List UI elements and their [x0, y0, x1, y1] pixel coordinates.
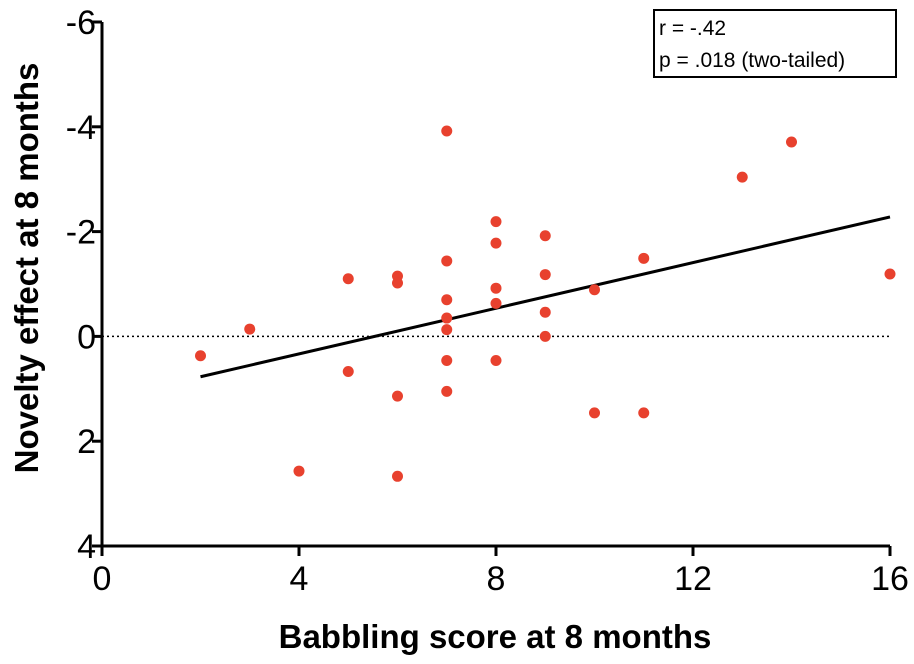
data-point	[786, 136, 797, 148]
data-point	[490, 355, 502, 367]
data-point	[342, 366, 354, 378]
data-points	[195, 125, 896, 482]
data-point	[539, 269, 551, 281]
data-point	[490, 282, 502, 294]
regression-fit-line	[200, 215, 891, 379]
data-point	[244, 323, 256, 335]
data-point	[195, 350, 206, 362]
data-point	[293, 465, 305, 477]
y-axis-tick-labels: -6 -4 -2 0 2 4	[66, 4, 96, 566]
y-tick-label: 2	[77, 423, 96, 461]
x-tick-label: 16	[871, 560, 909, 598]
x-axis-title: Babbling score at 8 months	[279, 618, 712, 655]
data-point	[539, 330, 551, 342]
data-point	[441, 385, 453, 397]
data-point	[638, 252, 650, 264]
data-point	[736, 171, 748, 183]
axes	[92, 20, 892, 556]
x-axis-tick-labels: 0 4 8 12 16	[93, 560, 909, 598]
data-point	[441, 324, 453, 336]
data-point	[539, 230, 551, 242]
data-point	[441, 294, 453, 306]
stats-annotation-box: r = -.42 p = .018 (two-tailed)	[653, 9, 897, 78]
y-tick-label: 0	[77, 318, 96, 356]
y-axis-title: Novelty effect at 8 months	[8, 63, 45, 474]
x-tick-label: 8	[487, 560, 506, 598]
data-point	[539, 306, 551, 318]
data-point	[441, 312, 453, 324]
data-point	[392, 470, 403, 482]
p-value-text: p = .018 (two-tailed)	[659, 49, 845, 72]
data-point	[441, 355, 453, 367]
data-point	[589, 407, 600, 419]
data-point	[490, 237, 502, 249]
data-point	[342, 273, 354, 285]
x-tick-label: 12	[674, 560, 712, 598]
data-point	[589, 284, 600, 296]
x-tick-label: 0	[93, 560, 112, 598]
data-point	[392, 277, 403, 289]
data-point	[392, 390, 403, 402]
y-tick-label: 4	[77, 528, 96, 566]
data-point	[441, 125, 453, 137]
data-point	[490, 216, 502, 228]
y-tick-label: -2	[66, 214, 96, 252]
y-tick-label: -6	[66, 4, 96, 42]
data-point	[441, 255, 453, 267]
y-tick-label: -4	[66, 109, 96, 147]
correlation-r-text: r = -.42	[659, 17, 726, 40]
data-point	[884, 268, 896, 280]
data-point	[638, 407, 650, 419]
data-point	[490, 297, 502, 309]
x-tick-label: 4	[290, 560, 309, 598]
